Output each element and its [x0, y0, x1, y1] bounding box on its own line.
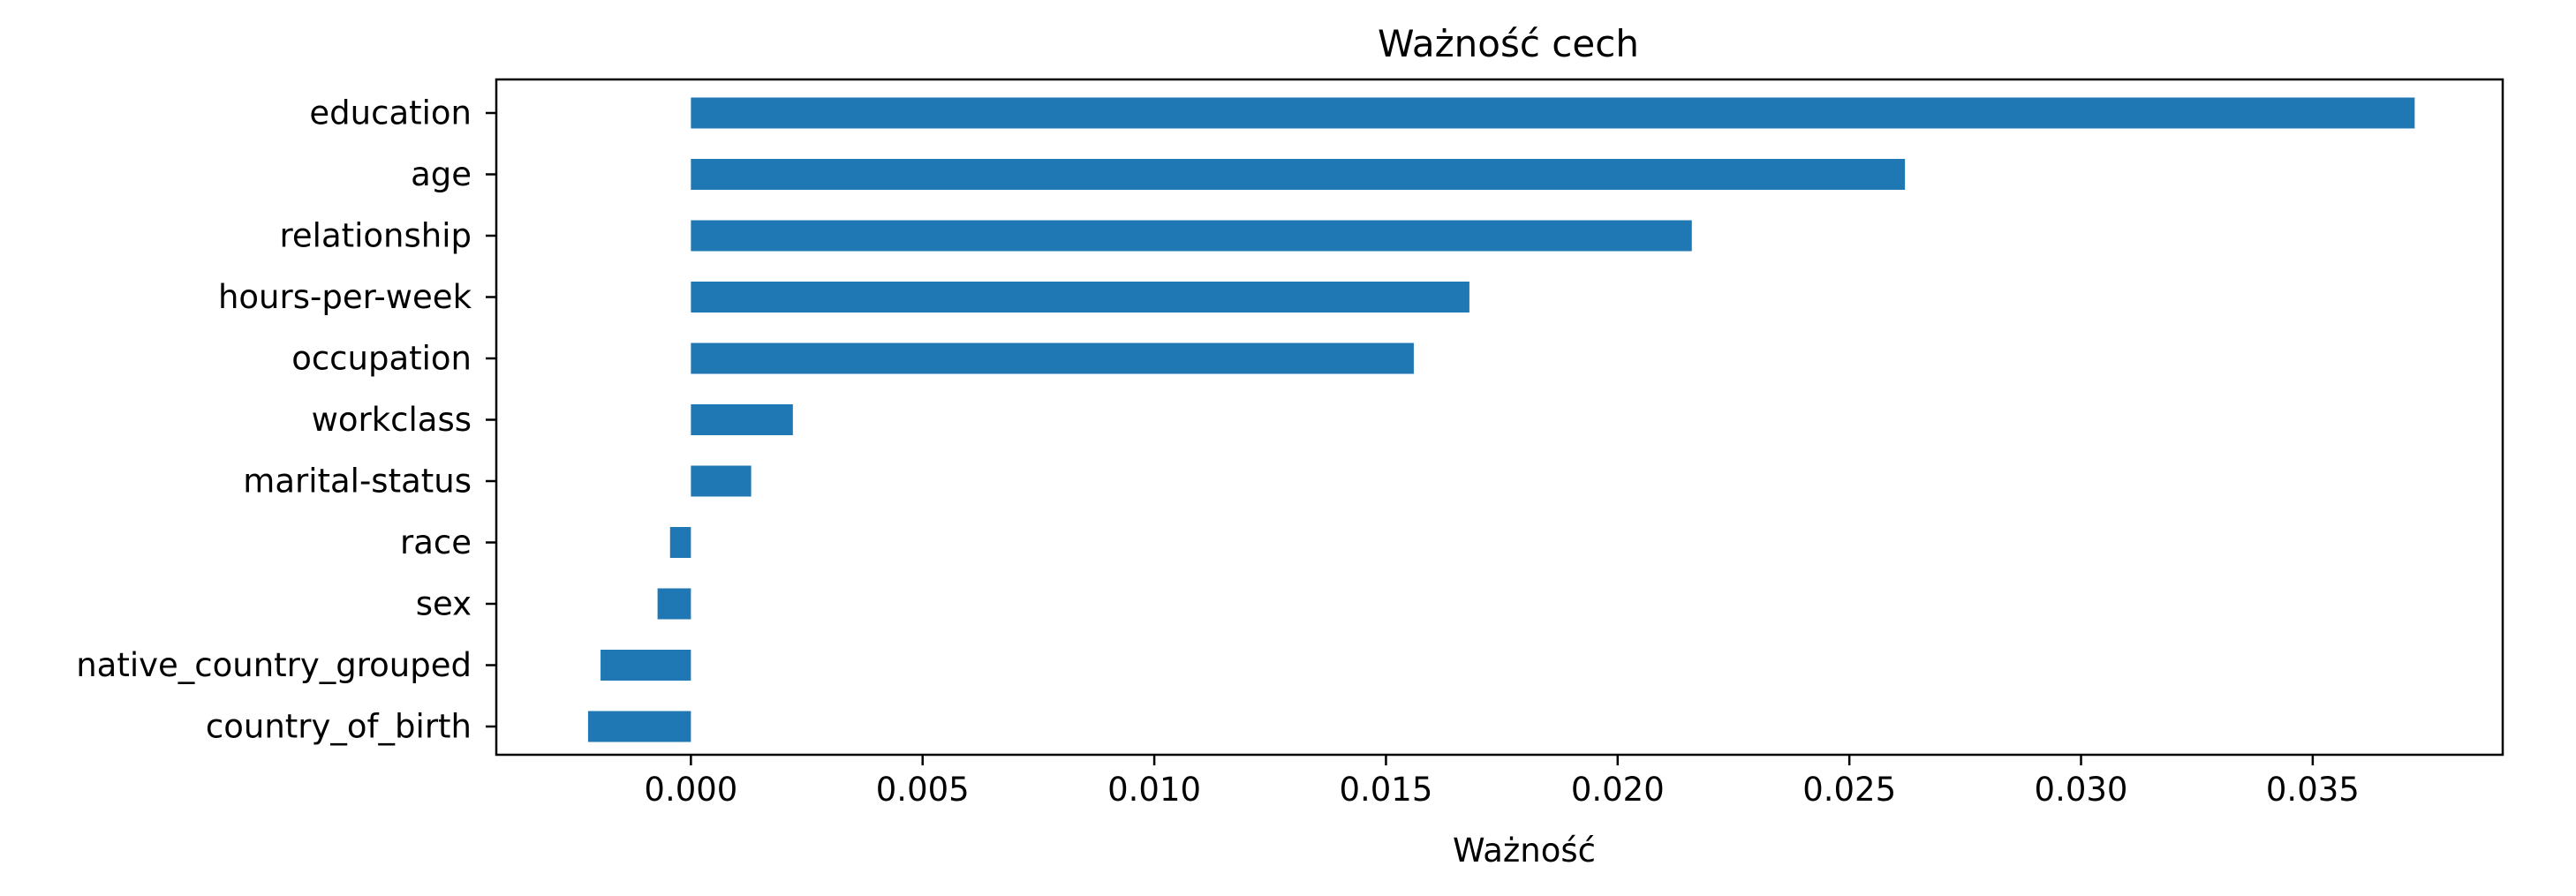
bar-marital-status — [691, 465, 752, 497]
x-tick-label-7: 0.035 — [2266, 771, 2360, 809]
x-tick-label-2: 0.010 — [1107, 771, 1201, 809]
y-tick-label-country-of-birth: country_of_birth — [206, 708, 472, 746]
bar-relationship — [691, 220, 1692, 252]
y-tick-label-occupation: occupation — [291, 340, 472, 378]
chart-title: Ważność cech — [1378, 22, 1639, 65]
y-tick-labels: education age relationship hours-per-week oc… — [76, 94, 496, 746]
y-tick-label-native-country-grouped: native_country_grouped — [76, 646, 472, 684]
bar-native-country-grouped — [601, 650, 691, 681]
bar-sex — [657, 588, 691, 620]
bar-hours-per-week — [691, 282, 1469, 312]
bar-country-of-birth — [587, 711, 691, 742]
y-tick-label-sex: sex — [416, 585, 472, 623]
y-tick-label-relationship: relationship — [280, 217, 472, 255]
y-tick-label-race: race — [400, 523, 472, 561]
x-ticks: 0.000 0.005 0.010 0.015 0.020 0.025 0.030 0.035 — [644, 755, 2360, 809]
x-tick-label-4: 0.020 — [1571, 771, 1665, 809]
x-tick-label-0: 0.000 — [644, 771, 737, 809]
y-tick-label-education: education — [309, 94, 472, 132]
bar-race — [669, 527, 691, 558]
x-tick-label-3: 0.015 — [1339, 771, 1432, 809]
plot-frame — [495, 78, 2504, 757]
bar-age — [691, 159, 1906, 190]
x-tick-label-5: 0.025 — [1802, 771, 1896, 809]
y-tick-label-workclass: workclass — [312, 401, 472, 439]
x-tick-label-6: 0.030 — [2035, 771, 2128, 809]
x-tick-label-1: 0.005 — [876, 771, 970, 809]
y-tick-label-age: age — [411, 155, 472, 193]
bar-workclass — [691, 404, 793, 435]
x-axis-label: Ważność — [1453, 832, 1596, 870]
bars-group — [587, 97, 2415, 742]
y-tick-label-marital-status: marital-status — [243, 463, 472, 501]
bar-occupation — [691, 343, 1414, 374]
y-tick-label-hours-per-week: hours-per-week — [218, 278, 472, 316]
bar-education — [691, 97, 2415, 129]
